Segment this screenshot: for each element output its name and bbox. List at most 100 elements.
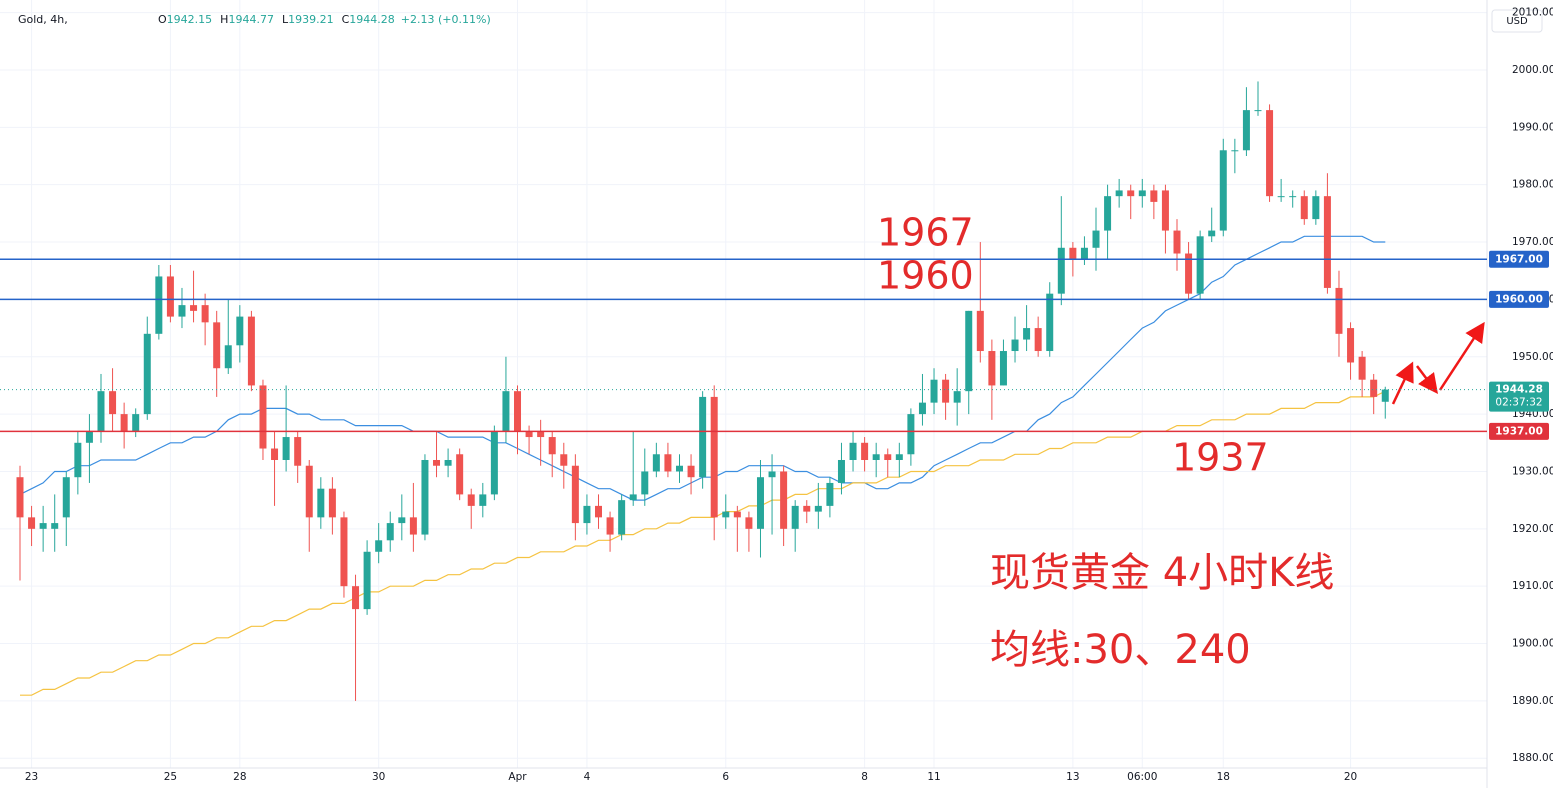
candle-body bbox=[421, 459, 429, 535]
candle-body bbox=[571, 465, 579, 524]
candle-body bbox=[1092, 230, 1100, 248]
candle-body bbox=[999, 351, 1007, 386]
candle-body bbox=[305, 465, 313, 518]
candle-body bbox=[456, 454, 464, 495]
candle-body bbox=[282, 437, 290, 460]
candle-body bbox=[537, 431, 545, 438]
last-price-label: 1944.28 bbox=[1495, 384, 1543, 396]
candle-body bbox=[490, 431, 498, 495]
candle-body bbox=[722, 511, 730, 518]
candle-body bbox=[132, 414, 140, 432]
candle-body bbox=[143, 333, 151, 415]
level-label: 1967.00 bbox=[1495, 253, 1543, 265]
ohlc-value: 1942.15 bbox=[167, 13, 213, 26]
arrow bbox=[1416, 365, 1438, 394]
candle-body bbox=[976, 310, 984, 352]
candle-body bbox=[699, 396, 707, 478]
candle-body bbox=[398, 517, 406, 524]
candle-body bbox=[629, 494, 637, 501]
candle-body bbox=[166, 276, 174, 317]
x-tick-label: 20 bbox=[1344, 771, 1357, 783]
candle-body bbox=[918, 402, 926, 415]
arrow bbox=[1438, 321, 1485, 391]
candle-body bbox=[1173, 230, 1181, 254]
ohlc-value: 1944.28 bbox=[349, 13, 395, 26]
candle-body bbox=[1289, 196, 1297, 198]
candle-body bbox=[201, 305, 209, 323]
candle-body bbox=[74, 442, 82, 478]
candle-body bbox=[479, 494, 487, 506]
candle-body bbox=[433, 459, 441, 466]
candle-body bbox=[259, 385, 267, 449]
candle-body bbox=[1150, 190, 1158, 202]
candle-body bbox=[1370, 379, 1378, 397]
candle-body bbox=[1242, 110, 1250, 151]
candle-body bbox=[675, 465, 683, 472]
x-tick-label: Apr bbox=[508, 771, 527, 783]
x-tick-label: 30 bbox=[372, 771, 385, 783]
candle-body bbox=[595, 505, 602, 518]
x-tick-label: 06:00 bbox=[1127, 771, 1157, 783]
candle-body bbox=[641, 471, 649, 495]
x-tick-label: 6 bbox=[722, 771, 729, 783]
level-annotation: 1937 bbox=[1172, 436, 1269, 480]
candle-body bbox=[1335, 287, 1343, 334]
candle-body bbox=[340, 517, 348, 587]
candle-body bbox=[1381, 389, 1389, 402]
candle-body bbox=[953, 391, 961, 403]
candle-body bbox=[97, 391, 105, 432]
candle-body bbox=[1057, 247, 1065, 294]
candle-body bbox=[687, 465, 695, 478]
y-tick-label: 1890.00 bbox=[1512, 695, 1553, 707]
y-tick-label: 1910.00 bbox=[1512, 580, 1553, 592]
candle-body bbox=[1104, 196, 1112, 231]
candle-body bbox=[247, 316, 255, 386]
ohlc-key: C bbox=[342, 13, 350, 26]
candle-body bbox=[1358, 356, 1366, 380]
candle-body bbox=[155, 276, 163, 334]
candle-body bbox=[525, 431, 533, 438]
candle-body bbox=[1266, 110, 1274, 197]
candle-body bbox=[1115, 190, 1123, 197]
candle-body bbox=[109, 391, 117, 415]
candle-body bbox=[930, 379, 938, 403]
grid bbox=[0, 0, 1487, 768]
candle-body bbox=[1231, 150, 1239, 152]
candle-body bbox=[39, 523, 47, 529]
candle-body bbox=[224, 345, 232, 369]
candle-body bbox=[51, 523, 59, 529]
candle-body bbox=[1323, 196, 1331, 288]
candle-body bbox=[1161, 190, 1169, 231]
annotation: 现货黄金 4小时K线 bbox=[990, 550, 1334, 596]
level-label: 1960.00 bbox=[1495, 293, 1543, 305]
level-annotation: 1967 bbox=[877, 211, 974, 255]
level-label-box bbox=[1489, 422, 1549, 440]
level-annotation: 1960 bbox=[877, 254, 974, 298]
candle-body bbox=[352, 586, 360, 610]
y-tick-label: 2010.00 bbox=[1512, 7, 1553, 19]
candle-body bbox=[271, 448, 279, 460]
candle-body bbox=[618, 500, 626, 535]
candle-body bbox=[1023, 328, 1031, 340]
candle-body bbox=[826, 482, 834, 506]
arrow bbox=[1391, 361, 1414, 405]
y-tick-label: 1980.00 bbox=[1512, 179, 1553, 191]
x-tick-label: 18 bbox=[1217, 771, 1230, 783]
candle-body bbox=[1219, 150, 1227, 231]
candle-body bbox=[1347, 328, 1355, 363]
y-tick-label: 1950.00 bbox=[1512, 351, 1553, 363]
x-tick-label: 4 bbox=[584, 771, 591, 783]
candle-body bbox=[780, 471, 788, 529]
level-label-box bbox=[1489, 250, 1549, 268]
x-tick-label: 13 bbox=[1066, 771, 1079, 783]
candle-body bbox=[502, 391, 510, 432]
candle-body bbox=[988, 351, 996, 386]
y-tick-label: 1880.00 bbox=[1512, 752, 1553, 764]
candle-body bbox=[606, 517, 614, 535]
ohlc-legend: O1942.15 H1944.77 L1939.21 C1944.28 +2.13 (+… bbox=[158, 13, 491, 26]
y-tick-label: 1970.00 bbox=[1512, 236, 1553, 248]
ohlc-key: H bbox=[220, 13, 228, 26]
candle-body bbox=[768, 471, 776, 478]
candle-body bbox=[317, 488, 325, 518]
